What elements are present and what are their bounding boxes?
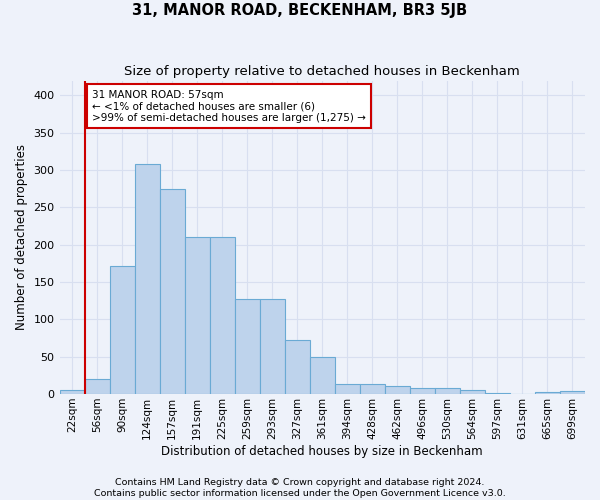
Text: Contains HM Land Registry data © Crown copyright and database right 2024.
Contai: Contains HM Land Registry data © Crown c…	[94, 478, 506, 498]
Bar	[560, 391, 585, 394]
Bar	[435, 388, 460, 394]
Bar	[485, 392, 510, 394]
Bar	[235, 298, 260, 394]
Title: Size of property relative to detached houses in Beckenham: Size of property relative to detached ho…	[124, 65, 520, 78]
Bar	[460, 390, 485, 394]
Bar	[335, 384, 360, 394]
Text: 31, MANOR ROAD, BECKENHAM, BR3 5JB: 31, MANOR ROAD, BECKENHAM, BR3 5JB	[133, 2, 467, 18]
Bar	[85, 379, 110, 394]
X-axis label: Distribution of detached houses by size in Beckenham: Distribution of detached houses by size …	[161, 444, 483, 458]
Bar	[160, 189, 185, 394]
Bar	[285, 340, 310, 394]
Bar	[260, 298, 285, 394]
Y-axis label: Number of detached properties: Number of detached properties	[15, 144, 28, 330]
Bar	[360, 384, 385, 394]
Bar	[110, 266, 134, 394]
Bar	[134, 164, 160, 394]
Bar	[209, 238, 235, 394]
Bar	[385, 386, 410, 394]
Bar	[310, 356, 335, 394]
Text: 31 MANOR ROAD: 57sqm
← <1% of detached houses are smaller (6)
>99% of semi-detac: 31 MANOR ROAD: 57sqm ← <1% of detached h…	[92, 90, 366, 122]
Bar	[185, 238, 209, 394]
Bar	[410, 388, 435, 394]
Bar	[59, 390, 85, 394]
Bar	[535, 392, 560, 394]
